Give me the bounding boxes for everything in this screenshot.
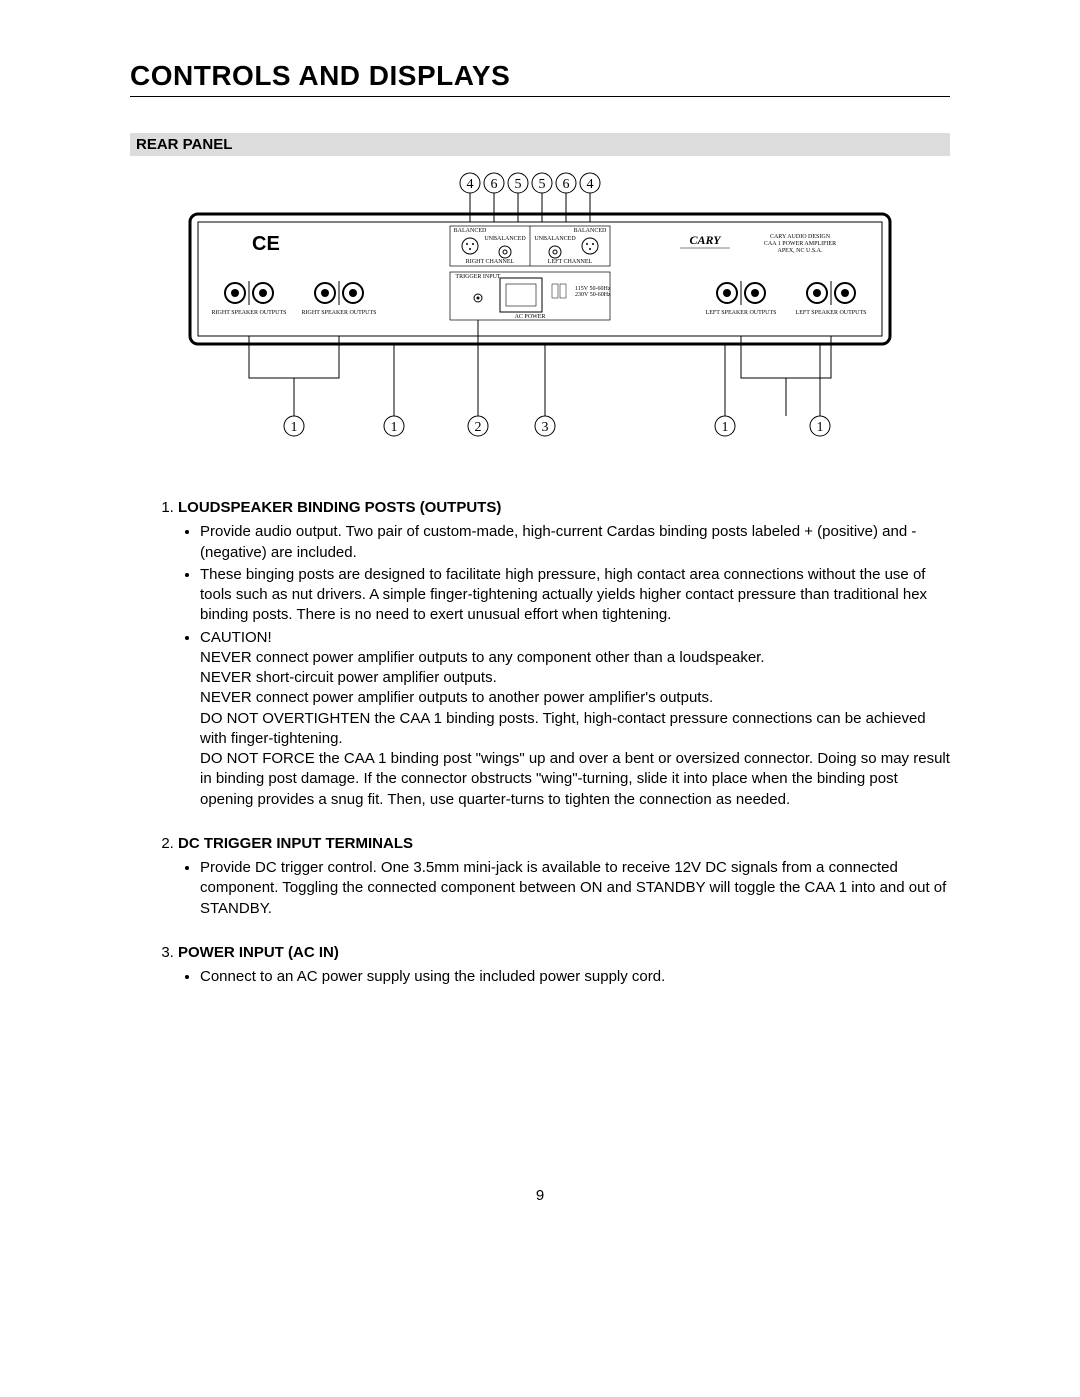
svg-text:LEFT SPEAKER OUTPUTS: LEFT SPEAKER OUTPUTS (706, 310, 777, 316)
item-3: POWER INPUT (AC IN) Connect to an AC pow… (178, 943, 950, 988)
left-speaker-outputs-b: LEFT SPEAKER OUTPUTS (796, 281, 867, 316)
callout-b5: 1 (715, 344, 735, 436)
callout-b6: 1 (810, 344, 830, 436)
svg-text:RIGHT SPEAKER OUTPUTS: RIGHT SPEAKER OUTPUTS (212, 310, 287, 316)
svg-text:6: 6 (563, 177, 570, 192)
item-1-bullet-1: These binging posts are designed to faci… (200, 565, 950, 626)
svg-text:3: 3 (542, 420, 549, 435)
svg-text:BALANCED: BALANCED (574, 228, 607, 234)
svg-text:LEFT CHANNEL: LEFT CHANNEL (548, 259, 593, 265)
svg-text:UNBALANCED: UNBALANCED (484, 236, 526, 242)
ce-mark: CE (252, 233, 280, 255)
rear-panel-diagram: 4 6 5 5 6 4 CE RIGHT SPEAKER OUTPUTS (130, 168, 950, 458)
item-2-title: DC TRIGGER INPUT TERMINALS (178, 835, 413, 852)
input-section: BALANCED UNBALANCED RIGHT CHANNEL UNBALA… (450, 226, 610, 266)
brand-area: CARY CARY AUDIO DESIGN CAA 1 POWER AMPLI… (680, 233, 836, 254)
item-3-title: POWER INPUT (AC IN) (178, 944, 339, 961)
item-1-bullet-2: CAUTION! NEVER connect power amplifier o… (200, 628, 950, 810)
item-3-bullet-0: Connect to an AC power supply using the … (200, 967, 950, 987)
svg-text:UNBALANCED: UNBALANCED (534, 236, 576, 242)
title-rule (130, 96, 950, 97)
svg-text:RIGHT CHANNEL: RIGHT CHANNEL (466, 259, 515, 265)
item-1: LOUDSPEAKER BINDING POSTS (OUTPUTS) Prov… (178, 498, 950, 810)
item-1-title: LOUDSPEAKER BINDING POSTS (OUTPUTS) (178, 499, 501, 516)
svg-text:1: 1 (722, 420, 729, 435)
callout-b2: 1 (384, 344, 404, 436)
item-2-bullet-0: Provide DC trigger control. One 3.5mm mi… (200, 858, 950, 919)
svg-text:2: 2 (475, 420, 482, 435)
right-speaker-outputs-a: RIGHT SPEAKER OUTPUTS (212, 281, 287, 316)
section-header: REAR PANEL (130, 133, 950, 156)
svg-text:5: 5 (539, 177, 546, 192)
svg-text:RIGHT SPEAKER OUTPUTS: RIGHT SPEAKER OUTPUTS (302, 310, 377, 316)
item-2: DC TRIGGER INPUT TERMINALS Provide DC tr… (178, 834, 950, 919)
svg-text:APEX, NC U.S.A.: APEX, NC U.S.A. (777, 248, 823, 254)
page-title: CONTROLS AND DISPLAYS (130, 60, 950, 92)
svg-text:CARY: CARY (689, 233, 722, 247)
left-speaker-outputs-a: LEFT SPEAKER OUTPUTS (706, 281, 777, 316)
page-number: 9 (130, 1187, 950, 1204)
svg-text:BALANCED: BALANCED (454, 228, 487, 234)
item-1-bullet-0: Provide audio output. Two pair of custom… (200, 522, 950, 563)
content: LOUDSPEAKER BINDING POSTS (OUTPUTS) Prov… (130, 498, 950, 987)
callout-b1: 1 (284, 378, 304, 436)
svg-text:TRIGGER INPUT: TRIGGER INPUT (455, 274, 500, 280)
svg-text:4: 4 (587, 177, 594, 192)
svg-text:CAA 1 POWER AMPLIFIER: CAA 1 POWER AMPLIFIER (764, 241, 836, 247)
callout-b3: 2 (468, 320, 488, 436)
power-section: TRIGGER INPUT AC POWER 115V 50-60Hz 230V… (450, 272, 611, 320)
callout-b4: 3 (535, 344, 555, 436)
svg-text:6: 6 (491, 177, 498, 192)
right-speaker-outputs-b: RIGHT SPEAKER OUTPUTS (302, 281, 377, 316)
svg-text:CARY AUDIO DESIGN: CARY AUDIO DESIGN (770, 234, 831, 240)
svg-text:1: 1 (817, 420, 824, 435)
svg-text:LEFT SPEAKER OUTPUTS: LEFT SPEAKER OUTPUTS (796, 310, 867, 316)
svg-text:4: 4 (467, 177, 474, 192)
svg-text:AC POWER: AC POWER (515, 314, 546, 320)
svg-text:5: 5 (515, 177, 522, 192)
svg-text:1: 1 (391, 420, 398, 435)
svg-text:1: 1 (291, 420, 298, 435)
svg-text:230V 50-60Hz: 230V 50-60Hz (575, 292, 611, 298)
